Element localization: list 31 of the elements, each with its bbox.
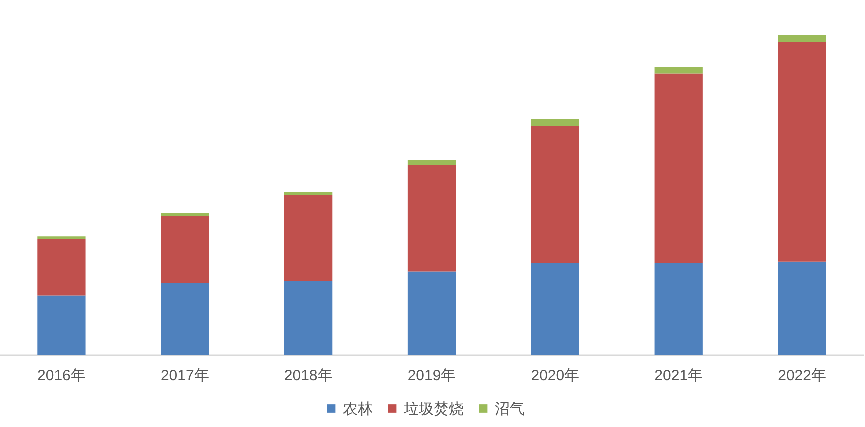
legend-label: 农林 <box>343 400 373 418</box>
bar <box>654 74 703 264</box>
x-tick-label: 2018年 <box>284 368 333 384</box>
bar <box>531 126 580 264</box>
bar <box>284 281 333 355</box>
bar <box>38 296 86 355</box>
bar <box>654 263 703 355</box>
bar <box>408 166 456 272</box>
x-tick-label: 2020年 <box>531 368 580 384</box>
bar <box>161 216 210 284</box>
legend-label: 沼气 <box>495 400 525 418</box>
x-tick-label: 2016年 <box>38 368 86 384</box>
bar <box>408 160 456 166</box>
x-tick-label: 2022年 <box>778 368 826 384</box>
bar <box>778 262 826 355</box>
bar <box>778 42 826 262</box>
bar <box>161 213 210 216</box>
bar <box>284 195 333 282</box>
x-tick-label: 2019年 <box>408 368 456 384</box>
bar <box>654 67 703 74</box>
x-tick-label: 2017年 <box>160 368 210 384</box>
bar <box>38 239 86 296</box>
bar <box>161 283 210 355</box>
x-tick-label: 2021年 <box>654 368 704 384</box>
bar <box>38 236 86 240</box>
bar <box>531 263 580 355</box>
bar <box>284 192 333 196</box>
bar <box>778 35 826 42</box>
bar <box>408 272 456 355</box>
bar <box>531 119 580 126</box>
legend-label: 垃圾焚烧 <box>403 400 464 418</box>
